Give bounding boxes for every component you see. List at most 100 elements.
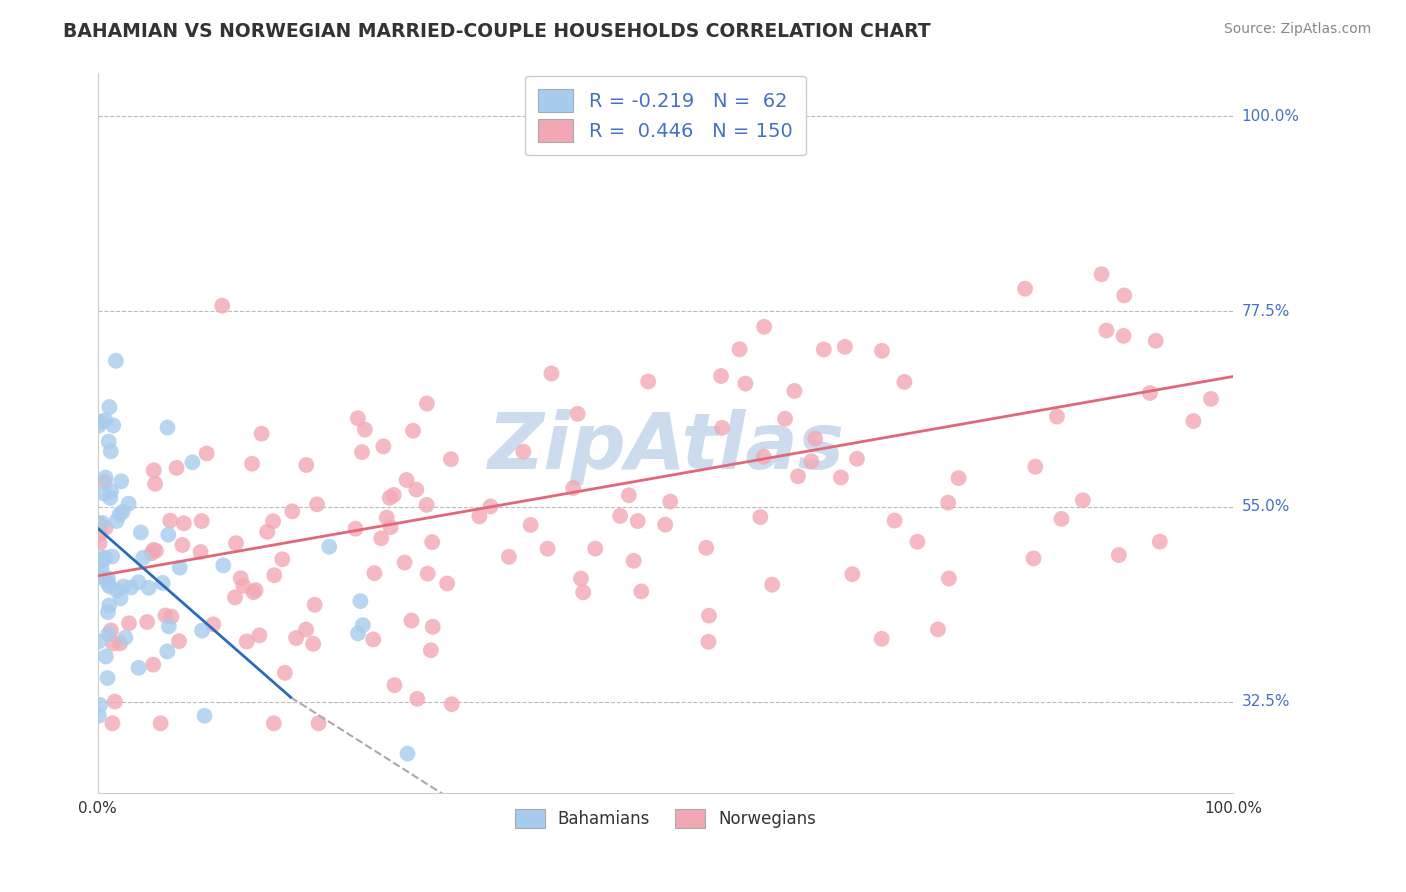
Point	[540, 367, 562, 381]
Point	[105, 514, 128, 528]
Point	[263, 716, 285, 731]
Point	[129, 525, 152, 540]
Point	[98, 400, 121, 414]
Point	[537, 541, 560, 556]
Point	[562, 481, 585, 495]
Point	[190, 514, 212, 528]
Point	[128, 575, 150, 590]
Point	[100, 484, 122, 499]
Point	[846, 451, 869, 466]
Point	[97, 434, 120, 449]
Point	[936, 496, 959, 510]
Point	[172, 538, 194, 552]
Point	[281, 504, 304, 518]
Point	[783, 384, 806, 398]
Point	[394, 556, 416, 570]
Point	[420, 535, 443, 549]
Point	[232, 579, 254, 593]
Point	[1182, 414, 1205, 428]
Point	[415, 498, 437, 512]
Point	[117, 497, 139, 511]
Text: ZipAtlas: ZipAtlas	[486, 409, 844, 485]
Point	[728, 343, 751, 357]
Point	[91, 551, 114, 566]
Point	[841, 567, 863, 582]
Point	[883, 514, 905, 528]
Point	[142, 463, 165, 477]
Point	[136, 615, 159, 629]
Point	[104, 694, 127, 708]
Point	[235, 634, 257, 648]
Point	[195, 446, 218, 460]
Point	[169, 560, 191, 574]
Point	[114, 631, 136, 645]
Point	[89, 536, 111, 550]
Point	[111, 505, 134, 519]
Point	[1095, 324, 1118, 338]
Point	[697, 634, 720, 648]
Point	[630, 584, 652, 599]
Point	[752, 450, 775, 464]
Point	[191, 624, 214, 638]
Point	[112, 580, 135, 594]
Point	[263, 568, 285, 582]
Point	[352, 618, 374, 632]
Point	[304, 598, 326, 612]
Point	[160, 609, 183, 624]
Point	[100, 624, 122, 638]
Point	[101, 636, 124, 650]
Point	[100, 444, 122, 458]
Text: 100.0%: 100.0%	[1241, 109, 1299, 124]
Point	[138, 581, 160, 595]
Point	[89, 526, 111, 541]
Point	[94, 520, 117, 534]
Point	[395, 473, 418, 487]
Point	[349, 594, 371, 608]
Point	[609, 508, 631, 523]
Point	[654, 517, 676, 532]
Point	[1112, 329, 1135, 343]
Point	[155, 608, 177, 623]
Legend: Bahamians, Norwegians: Bahamians, Norwegians	[508, 802, 823, 835]
Point	[89, 698, 111, 712]
Point	[422, 620, 444, 634]
Point	[354, 423, 377, 437]
Point	[166, 460, 188, 475]
Point	[749, 510, 772, 524]
Point	[91, 516, 114, 530]
Point	[98, 579, 121, 593]
Point	[118, 616, 141, 631]
Point	[1149, 534, 1171, 549]
Point	[361, 632, 384, 647]
Point	[142, 543, 165, 558]
Point	[156, 420, 179, 434]
Point	[157, 619, 180, 633]
Point	[157, 527, 180, 541]
Point	[1090, 267, 1112, 281]
Point	[87, 555, 110, 569]
Point	[91, 553, 114, 567]
Text: 77.5%: 77.5%	[1241, 304, 1289, 319]
Point	[190, 545, 212, 559]
Point	[87, 418, 110, 433]
Text: Source: ZipAtlas.com: Source: ZipAtlas.com	[1223, 22, 1371, 37]
Point	[378, 491, 401, 505]
Point	[1071, 493, 1094, 508]
Point	[105, 583, 128, 598]
Point	[1114, 288, 1136, 302]
Point	[440, 697, 463, 711]
Point	[97, 576, 120, 591]
Point	[302, 637, 325, 651]
Point	[695, 541, 717, 555]
Point	[193, 708, 215, 723]
Point	[419, 643, 441, 657]
Point	[97, 627, 120, 641]
Point	[93, 571, 115, 585]
Point	[382, 488, 405, 502]
Point	[212, 558, 235, 573]
Point	[262, 514, 284, 528]
Point	[927, 623, 949, 637]
Point	[94, 475, 117, 489]
Text: 32.5%: 32.5%	[1241, 694, 1291, 709]
Point	[101, 549, 124, 564]
